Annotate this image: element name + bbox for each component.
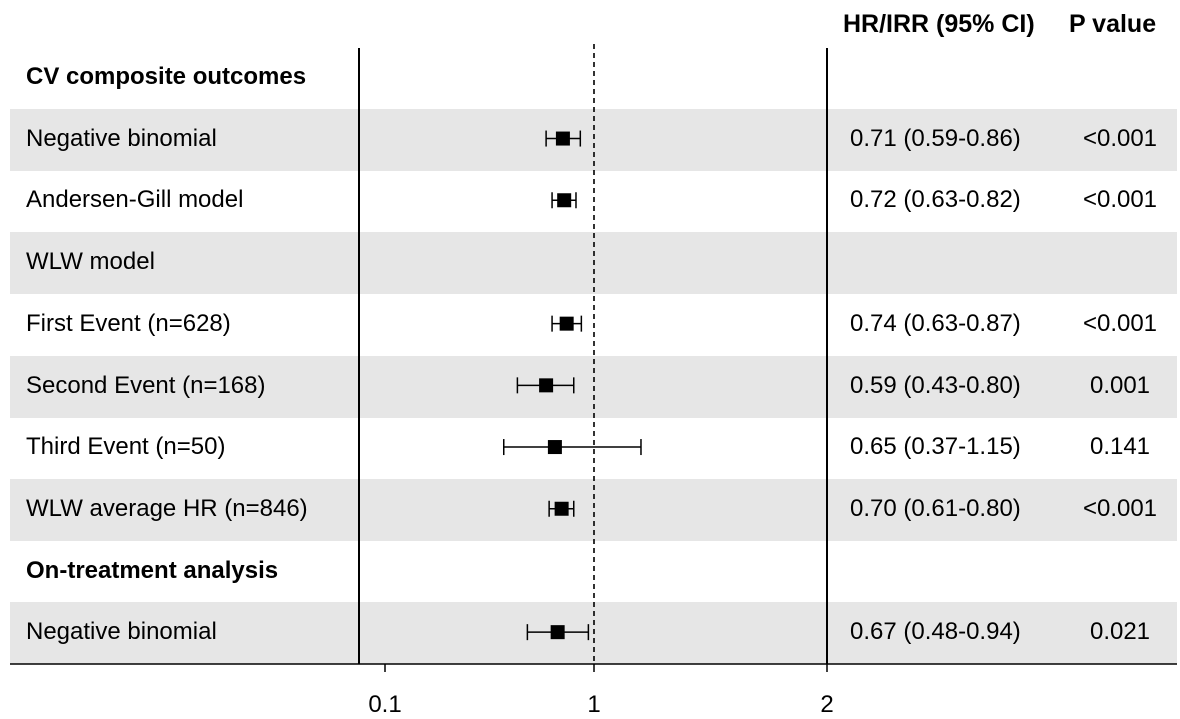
- row-label: WLW average HR (n=846): [26, 494, 308, 522]
- point-estimate: [547, 440, 562, 455]
- estimate-ci-text: 0.70 (0.61-0.80): [850, 494, 1021, 522]
- row-label: Third Event (n=50): [26, 433, 226, 461]
- x-tick-label: 2: [820, 691, 834, 718]
- point-estimate: [557, 193, 572, 208]
- estimate-ci-text: 0.74 (0.63-0.87): [850, 309, 1021, 337]
- row-label: Negative binomial: [26, 618, 217, 646]
- p-value-text: 0.001: [1089, 371, 1151, 399]
- point-estimate: [555, 131, 570, 146]
- point-estimate: [550, 625, 565, 640]
- p-value-column-header: P value: [1069, 10, 1157, 38]
- row-label: WLW model: [26, 248, 155, 276]
- estimate-ci-text: 0.65 (0.37-1.15): [850, 433, 1021, 461]
- x-tick-label: 1: [587, 691, 601, 718]
- row-label: Andersen-Gill model: [26, 186, 244, 214]
- p-value-text: 0.021: [1089, 618, 1151, 646]
- row-label: Second Event (n=168): [26, 371, 266, 399]
- p-value-text: <0.001: [1082, 124, 1158, 152]
- p-value-text: <0.001: [1082, 494, 1158, 522]
- p-value-text: 0.141: [1089, 433, 1151, 461]
- point-estimate: [559, 316, 574, 331]
- estimate-ci-text: 0.72 (0.63-0.82): [850, 186, 1021, 214]
- section-heading: CV composite outcomes: [26, 63, 307, 90]
- row-label: Negative binomial: [26, 124, 217, 152]
- p-value-text: <0.001: [1082, 186, 1158, 214]
- estimate-ci-text: 0.71 (0.59-0.86): [850, 124, 1021, 152]
- section-heading: On-treatment analysis: [26, 556, 279, 584]
- estimate-column-header: HR/IRR (95% CI): [843, 10, 1035, 38]
- estimate-ci-text: 0.59 (0.43-0.80): [850, 371, 1021, 399]
- row-label: First Event (n=628): [26, 309, 231, 337]
- point-estimate: [539, 378, 554, 393]
- x-tick-label: 0.1: [368, 691, 402, 718]
- point-estimate: [554, 501, 569, 516]
- p-value-text: <0.001: [1082, 309, 1158, 337]
- estimate-ci-text: 0.67 (0.48-0.94): [850, 618, 1021, 646]
